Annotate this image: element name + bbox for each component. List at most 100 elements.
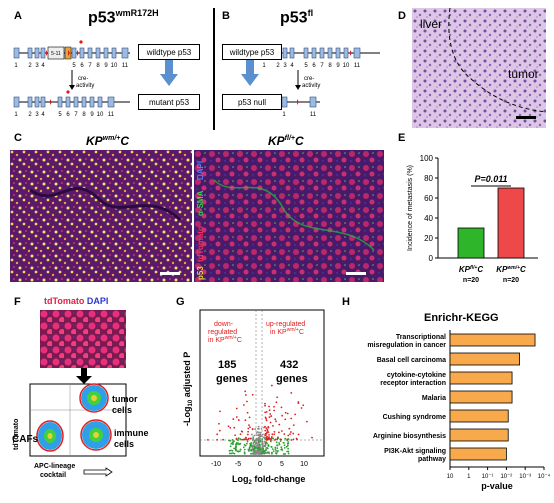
panel-c-stain-legend: DAPI α-SMA tdTomato p53 — [196, 150, 208, 282]
volcano-point — [265, 442, 268, 445]
volcano-point — [257, 448, 260, 451]
volcano-point — [237, 443, 239, 446]
e-xtick-label: KPfl/+C — [459, 265, 484, 274]
volcano-point — [247, 449, 250, 452]
volcano-point — [260, 443, 263, 446]
volcano-point — [264, 429, 267, 432]
volcano-point — [283, 446, 286, 449]
volcano-point — [252, 437, 255, 440]
volcano-point — [273, 433, 276, 436]
svg-text:8: 8 — [96, 63, 100, 69]
legend-p53: p53 — [196, 266, 205, 280]
volcano-point — [254, 428, 257, 430]
volcano-point — [275, 401, 278, 404]
volcano-point — [232, 452, 234, 454]
h-xtick-label: 1 — [467, 474, 471, 480]
volcano-point — [219, 410, 221, 413]
panel-b-blue-arrow — [241, 60, 259, 86]
volcano-point — [284, 437, 287, 440]
g-xtick-3: 0 — [258, 461, 262, 468]
volcano-point — [270, 436, 273, 438]
volcano-point — [235, 446, 237, 448]
volcano-point — [250, 448, 253, 451]
h-xtick-label: 10⁻⁴ — [538, 473, 551, 480]
histology-image: liver tumor — [412, 8, 546, 128]
volcano-point — [234, 434, 237, 437]
cafs-label: CAFs — [12, 434, 39, 445]
volcano-point — [248, 446, 251, 449]
volcano-point — [289, 433, 291, 436]
svg-text:1: 1 — [14, 112, 18, 118]
e-ytick-label: 60 — [424, 194, 433, 203]
volcano-point — [264, 425, 266, 428]
liver-label: liver — [420, 17, 442, 31]
h-term-label: Cushing syndrome — [383, 414, 447, 421]
svg-text:11: 11 — [310, 112, 317, 118]
volcano-point — [231, 449, 234, 452]
e-ytick-label: 20 — [424, 234, 433, 243]
volcano-point — [278, 442, 280, 444]
svg-text:6: 6 — [80, 63, 84, 69]
volcano-point — [246, 440, 249, 443]
h-bar — [449, 428, 509, 442]
volcano-point — [249, 444, 252, 447]
panel-a-title: p53wmR172H — [88, 8, 159, 27]
volcano-point — [262, 447, 265, 450]
volcano-point — [287, 441, 290, 443]
panel-b-label: B — [222, 10, 230, 22]
volcano-point — [297, 402, 300, 405]
volcano-point — [300, 407, 303, 409]
volcano-point — [245, 437, 247, 439]
volcano-point — [251, 433, 253, 436]
volcano-point — [258, 435, 261, 437]
volcano-point — [281, 414, 284, 417]
e-ytick-label: 40 — [424, 214, 433, 223]
volcano-point — [274, 446, 277, 449]
volcano-point — [258, 431, 260, 434]
volcano-point — [290, 417, 293, 420]
volcano-point — [247, 437, 250, 440]
up-count: 432 — [280, 359, 298, 371]
h-bar — [449, 409, 509, 423]
volcano-point — [268, 433, 270, 436]
volcano-point — [266, 451, 269, 454]
volcano-point — [251, 439, 254, 442]
volcano-point — [227, 425, 230, 428]
volcano-point — [274, 418, 277, 421]
volcano-point — [248, 416, 251, 419]
panel-e-label: E — [398, 132, 406, 144]
h-xtick-label: 10⁻² — [500, 474, 512, 480]
volcano-point — [249, 426, 251, 429]
up-genes: genes — [276, 373, 308, 385]
volcano-point — [259, 447, 262, 449]
volcano-point — [292, 424, 295, 427]
volcano-point — [273, 439, 276, 441]
legend-sma: α-SMA — [196, 190, 205, 216]
h-term-label: Transcriptional — [396, 334, 446, 341]
volcano-point — [229, 449, 232, 452]
volcano-point — [242, 404, 245, 406]
volcano-point — [287, 434, 290, 437]
g-xtick-4: 5 — [280, 461, 284, 468]
volcano-point — [274, 448, 277, 451]
h-bar — [449, 447, 507, 461]
volcano-point — [270, 438, 272, 441]
volcano-point — [286, 442, 289, 445]
volcano-point — [264, 404, 266, 407]
volcano-point — [311, 436, 313, 439]
e-n-right: n=20 — [503, 277, 519, 284]
volcano-point — [247, 430, 250, 433]
volcano-point — [272, 437, 275, 440]
svg-text:11: 11 — [122, 63, 129, 69]
panel-f-title: tdTomato DAPI — [44, 296, 109, 306]
volcano-point — [239, 433, 242, 436]
volcano-point — [270, 446, 273, 448]
volcano-point — [233, 447, 236, 450]
volcano-point — [290, 392, 293, 394]
svg-text:6: 6 — [66, 112, 70, 118]
volcano-point — [253, 445, 256, 448]
svg-text:activity: activity — [302, 83, 320, 89]
volcano-point — [256, 443, 259, 446]
svg-text:5: 5 — [72, 63, 76, 69]
svg-text:7: 7 — [74, 112, 78, 118]
